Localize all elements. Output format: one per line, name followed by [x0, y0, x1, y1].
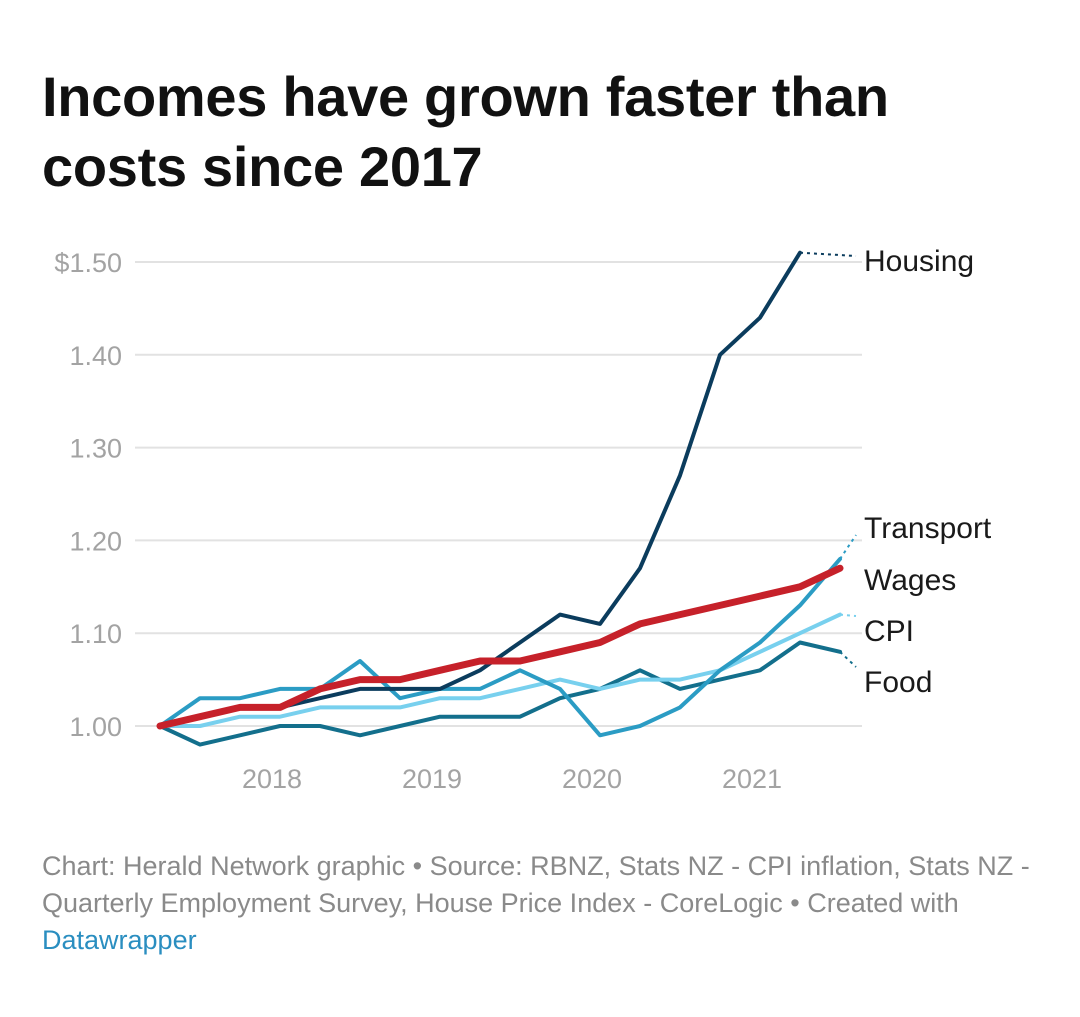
x-tick-label: 2018 [242, 764, 302, 794]
series-label-housing: Housing [864, 245, 974, 278]
chart-footer: Chart: Herald Network graphic • Source: … [42, 848, 1052, 959]
label-connector-food [839, 651, 857, 668]
x-tick-label: 2019 [402, 764, 462, 794]
series-label-cpi: CPI [864, 615, 914, 648]
series-line-food [158, 640, 842, 747]
y-tick-label: 1.40 [69, 341, 122, 371]
series-label-food: Food [864, 666, 932, 699]
y-tick-label: 1.00 [69, 712, 122, 742]
series-line-wages [156, 564, 844, 730]
y-tick-label: $1.50 [54, 248, 122, 278]
series-line-transport [158, 557, 842, 738]
label-connector-transport [839, 534, 857, 560]
y-tick-label: 1.30 [69, 434, 122, 464]
series-line-housing [158, 250, 802, 728]
y-tick-label: 1.10 [69, 619, 122, 649]
datawrapper-link[interactable]: Datawrapper [42, 925, 197, 955]
x-tick-label: 2020 [562, 764, 622, 794]
series-label-transport: Transport [864, 512, 992, 545]
source-note: Chart: Herald Network graphic • Source: … [42, 851, 1030, 918]
line-chart: $1.50 1.40 1.30 1.20 1.10 1.00 2018 2019 2020 202… [54, 245, 992, 794]
series-label-wages: Wages [864, 564, 956, 597]
y-tick-label: 1.20 [69, 526, 122, 556]
x-tick-label: 2021 [722, 764, 782, 794]
chart-title: Incomes have grown faster than costs sin… [42, 65, 889, 198]
label-connector-cpi [839, 613, 857, 617]
label-connector-housing [799, 251, 857, 257]
